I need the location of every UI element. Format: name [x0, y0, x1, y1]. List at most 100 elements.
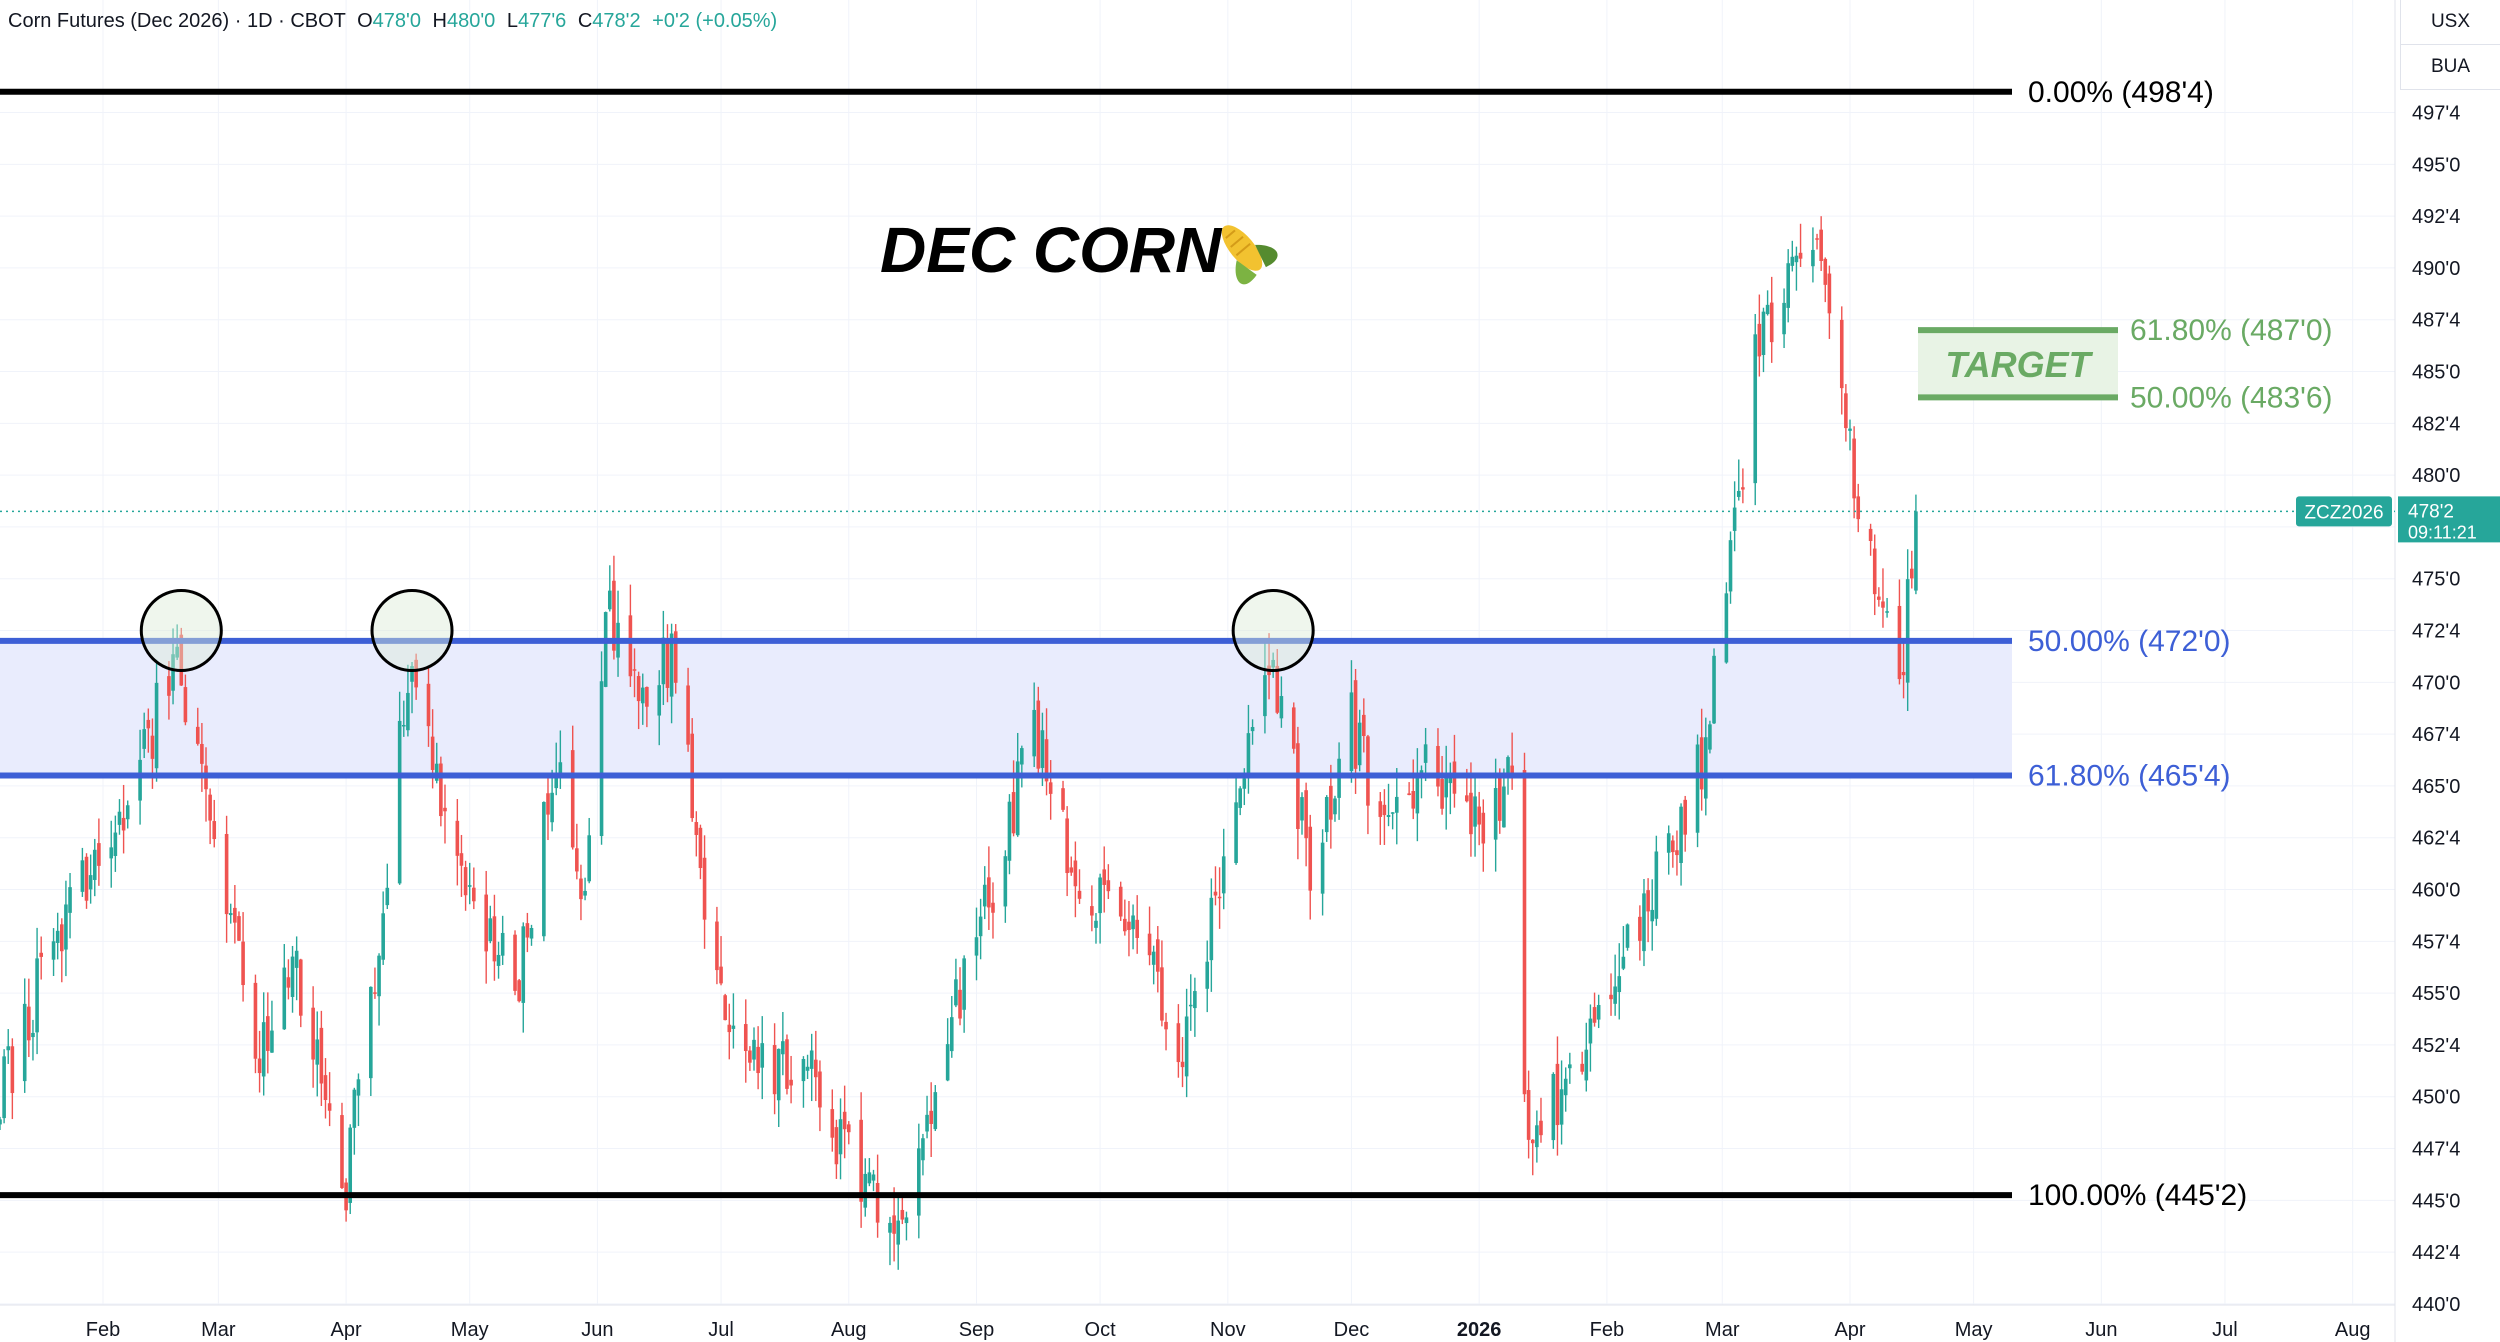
- candle-body: [702, 857, 707, 920]
- x-tick-label: Dec: [1334, 1319, 1370, 1341]
- candle-body: [1559, 1089, 1564, 1125]
- candle-body: [1003, 856, 1008, 907]
- candle-body: [583, 890, 587, 896]
- candle-body: [875, 1183, 880, 1223]
- y-tick-label: 465'0: [2412, 776, 2460, 798]
- y-tick-label: 482'4: [2412, 413, 2460, 435]
- candle-body: [1798, 252, 1803, 259]
- candle-body: [1671, 840, 1675, 853]
- y-tick-label: 447'4: [2412, 1139, 2460, 1161]
- candle-body: [991, 902, 995, 913]
- candle-body: [546, 793, 550, 815]
- target-label: TARGET: [1945, 344, 2093, 385]
- symbol-title: Corn Futures (Dec 2026) · 1D · CBOT: [8, 10, 346, 32]
- candle-body: [772, 1045, 777, 1095]
- candle-body: [1675, 850, 1679, 856]
- candle-body: [1905, 579, 1910, 683]
- candle-body: [1753, 334, 1758, 484]
- candle-body: [290, 956, 295, 997]
- candle-body: [1757, 323, 1762, 357]
- candle-body: [1741, 487, 1745, 490]
- candle-body: [1823, 258, 1828, 285]
- candle-body: [607, 590, 612, 610]
- candle-body: [22, 1003, 27, 1082]
- y-tick-label: 475'0: [2412, 569, 2460, 591]
- x-tick-label: Mar: [201, 1319, 236, 1341]
- candle-body: [1469, 792, 1473, 835]
- candle-body: [1073, 860, 1078, 887]
- candle-body: [814, 1059, 818, 1078]
- currency-sub[interactable]: BUA: [2400, 45, 2500, 90]
- candle-body: [1131, 915, 1135, 930]
- currency-unit[interactable]: USX: [2400, 0, 2500, 45]
- candle-body: [319, 1027, 324, 1084]
- candle-body: [1011, 792, 1016, 834]
- annotations: DEC CORN: [880, 214, 1278, 286]
- candle-body: [867, 1172, 872, 1184]
- candle-body: [789, 1079, 793, 1086]
- candle-body: [1592, 1007, 1597, 1023]
- candle-body: [1106, 880, 1111, 892]
- candle-body: [125, 805, 130, 820]
- candle-body: [575, 848, 579, 872]
- candle-body: [1118, 886, 1123, 917]
- candle-body: [846, 1124, 851, 1133]
- candle-body: [212, 821, 217, 840]
- candle-body: [1217, 896, 1222, 899]
- candle-body: [327, 1103, 332, 1111]
- candle-body: [0, 1119, 2, 1125]
- candle-body: [1164, 1021, 1168, 1030]
- candle-body: [294, 950, 299, 968]
- candle-body: [1036, 700, 1041, 769]
- high-value: 480'0: [446, 10, 496, 32]
- currency-unit-box[interactable]: USX BUA: [2400, 0, 2500, 90]
- candle-body: [340, 1115, 344, 1188]
- candle-body: [1349, 692, 1354, 772]
- candle-body: [1613, 986, 1617, 1004]
- candle-body: [698, 827, 703, 869]
- candle-body: [369, 986, 373, 1079]
- candle-body: [1782, 302, 1786, 335]
- y-tick-label: 455'0: [2412, 983, 2460, 1005]
- fib-level-label: 61.80% (465'4): [2028, 760, 2231, 793]
- candle-body: [1382, 804, 1387, 816]
- candle-body: [167, 676, 171, 696]
- candle-body: [525, 923, 530, 938]
- candle-body: [1176, 1023, 1181, 1063]
- y-tick-label: 497'4: [2412, 103, 2460, 125]
- candle-body: [731, 1025, 736, 1029]
- candle-body: [500, 932, 505, 956]
- candle-body: [1065, 818, 1069, 874]
- candle-body: [1617, 976, 1622, 993]
- candle-body: [1394, 796, 1399, 813]
- candle-body: [1493, 788, 1498, 840]
- candle-body: [1839, 319, 1844, 389]
- candle-body: [1362, 714, 1366, 737]
- candle-body: [233, 907, 237, 923]
- x-tick-label: 2026: [1457, 1319, 1502, 1341]
- candle-body: [917, 1148, 921, 1216]
- candle-body: [521, 926, 526, 1003]
- candle-body: [1151, 951, 1156, 965]
- last-price-tag: [2398, 496, 2500, 543]
- candle-body: [348, 1127, 353, 1203]
- candle-body: [1580, 1063, 1584, 1072]
- y-tick-label: 492'4: [2412, 206, 2460, 228]
- candle-body: [1246, 733, 1251, 778]
- candle-body: [1683, 799, 1687, 835]
- candle-body: [1535, 1125, 1539, 1148]
- candle-body: [838, 1119, 843, 1155]
- open-value: 478'0: [372, 10, 421, 32]
- candle-body: [904, 1217, 909, 1224]
- candle-body: [1506, 757, 1510, 775]
- candle-body: [1250, 727, 1255, 732]
- candle-body: [484, 894, 488, 952]
- candle-body: [266, 1016, 270, 1051]
- candle-body: [949, 1017, 954, 1052]
- candle-body: [179, 634, 184, 686]
- candle-body: [80, 860, 85, 892]
- candle-body: [1502, 786, 1506, 828]
- candle-body: [142, 729, 147, 749]
- candle-body: [146, 719, 151, 729]
